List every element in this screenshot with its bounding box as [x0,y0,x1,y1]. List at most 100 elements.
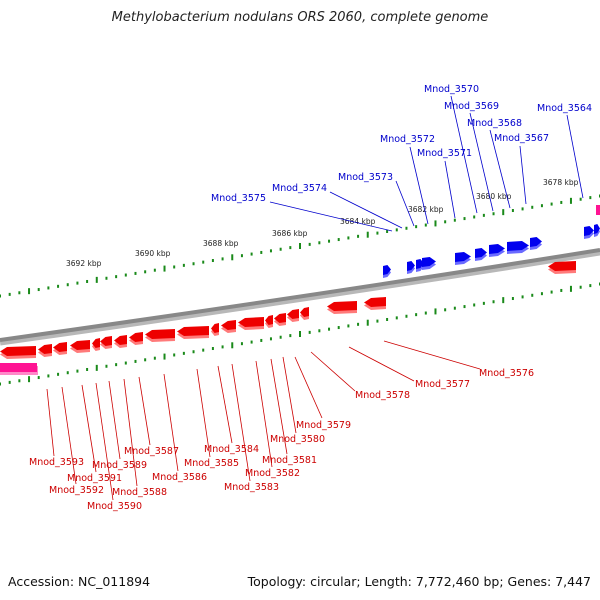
upper-ruler-tick [328,239,331,243]
forward-gene-label: Mnod_3571 [417,148,472,159]
reverse-gene-arrow [274,313,286,323]
upper-ruler-tick [405,226,408,230]
forward-gene-arrow [475,248,487,258]
forward-gene-arrow [507,241,529,251]
lower-ruler-tick [376,319,379,323]
lower-ruler-tick [357,322,360,326]
upper-ruler-tick [569,197,572,204]
upper-ruler-tick [47,286,50,290]
lower-ruler-tick [66,371,69,375]
reverse-leader-line [383,340,481,370]
upper-ruler-tick [260,250,263,254]
lower-ruler-tick [231,342,234,349]
forward-leader-line [329,191,403,229]
upper-ruler-tick [589,196,592,200]
upper-ruler-tick [318,241,321,245]
lower-ruler-tick [328,327,331,331]
lower-ruler-tick [589,284,592,288]
reverse-leader-line [61,386,77,485]
forward-gene-label: Mnod_3575 [211,193,266,204]
upper-ruler-tick [444,220,447,224]
lower-ruler-tick [492,300,495,304]
upper-ruler-tick [192,262,195,266]
lower-ruler-tick [76,369,79,373]
reverse-gene-label: Mnod_3588 [112,487,167,498]
reverse-gene-arrow [129,332,143,342]
accession-text: Accession: NC_011894 [8,574,151,589]
reverse-gene-label: Mnod_3592 [49,485,104,496]
upper-ruler-tick [163,265,166,272]
forward-gene-label: Mnod_3567 [494,133,549,144]
upper-ruler-tick [182,263,185,267]
scale-label: 3690 kbp [135,249,171,258]
reverse-gene-arrow [548,261,576,271]
upper-ruler-tick [366,231,369,238]
forward-leader-line [450,95,478,214]
reverse-leader-line [196,368,211,458]
lower-ruler-tick [57,372,60,376]
forward-leader-line [269,201,393,232]
lower-ruler-tick [0,382,1,386]
upper-ruler-tick [511,209,514,213]
upper-ruler-tick [540,204,543,208]
reverse-gene-arrow [327,301,357,311]
reverse-gene-arrow [265,315,273,325]
upper-ruler-tick [124,273,127,277]
reverse-leader-line [294,356,323,419]
reverse-leader-line [310,351,356,392]
rna-gene [0,363,37,372]
lower-ruler-tick [153,356,156,360]
lower-ruler-tick [47,374,50,378]
lower-ruler-tick [221,345,224,349]
upper-ruler-tick [134,271,137,275]
rna-gene [596,205,600,215]
upper-ruler-tick [560,200,563,204]
forward-gene-label: Mnod_3572 [380,134,435,145]
reverse-leader-line [270,358,288,455]
reverse-gene-arrow [177,326,209,336]
lower-ruler-tick [434,308,437,315]
reverse-gene-arrow [221,320,236,330]
upper-ruler-tick [0,294,1,298]
upper-ruler-tick [347,236,350,240]
lower-ruler-tick [144,358,147,362]
reverse-gene-label: Mnod_3586 [152,472,207,483]
lower-ruler-tick [405,314,408,318]
reverse-leader-line [138,376,151,446]
reverse-gene-arrow [114,335,127,345]
upper-ruler-tick [395,228,398,232]
map-title: Methylobacterium nodulans ORS 2060, comp… [111,10,489,25]
lower-ruler-tick [560,288,563,292]
upper-ruler-tick [579,197,582,201]
scale-label: 3682 kbp [408,205,444,214]
lower-ruler-tick [279,335,282,339]
lower-ruler-tick [105,364,108,368]
reverse-gene-arrow [211,323,219,333]
upper-ruler-tick [76,281,79,285]
upper-ruler-tick [105,276,108,280]
forward-leader-line [469,112,494,212]
upper-ruler-tick [357,234,360,238]
upper-ruler-tick [57,284,60,288]
reverse-gene-label: Mnod_3584 [204,444,259,455]
forward-gene-arrow [422,257,436,267]
upper-ruler-tick [531,205,534,209]
lower-ruler-tick [124,361,127,365]
forward-leader-line [444,160,456,219]
lower-ruler-tick [260,338,263,342]
lower-ruler-tick [511,297,514,301]
upper-ruler-tick [521,207,524,211]
reverse-gene-label: Mnod_3583 [224,482,279,493]
upper-ruler-tick [502,209,505,216]
lower-ruler-tick [182,351,185,355]
lower-ruler-tick [318,329,321,333]
upper-ruler-tick [115,275,118,279]
reverse-gene-arrow [70,340,90,350]
upper-ruler-tick [279,247,282,251]
forward-gene-label: Mnod_3574 [272,183,327,194]
lower-ruler-tick [192,350,195,354]
reverse-leader-line [95,382,114,501]
reverse-gene-label: Mnod_3591 [67,473,122,484]
upper-ruler-tick [269,249,272,253]
